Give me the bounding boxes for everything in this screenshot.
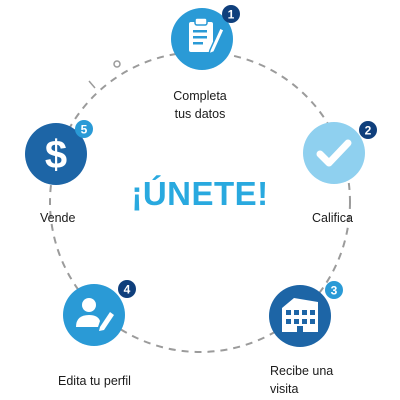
building-icon: [282, 298, 318, 332]
step-4-icon: 4: [62, 279, 136, 346]
step-1-label-line2: tus datos: [174, 107, 226, 121]
step-2-label-line1: Califica: [312, 211, 353, 225]
ring-node-dot: [113, 60, 121, 68]
step-5-label: Vende: [40, 209, 75, 227]
step-3-label-line2: visita: [270, 382, 299, 396]
step-2-icon: 2: [302, 118, 377, 184]
step-5-label-line1: Vende: [40, 211, 76, 225]
step-1-badge-number: 1: [228, 8, 235, 22]
step-3-icon: 3: [268, 280, 343, 347]
step-5-badge-number: 5: [81, 123, 88, 137]
ring-tick-mark: [88, 80, 96, 89]
step-2-label: Califica: [312, 209, 353, 227]
step-4-badge-number: 4: [124, 283, 131, 297]
center-title: ¡ÚNETE!: [131, 175, 269, 212]
step-2-badge-number: 2: [365, 124, 372, 138]
step-1-label-line1: Completa: [173, 89, 227, 103]
dollar-icon: $: [45, 133, 67, 177]
user-pencil-icon: [76, 298, 114, 331]
checkmark-icon: [316, 139, 352, 167]
step-4-label-line1: Edita tu perfil: [58, 374, 131, 388]
step-3-badge-number: 3: [331, 284, 338, 298]
step-3-label-line1: Recibe una: [270, 364, 334, 378]
step-1-icon: 1: [170, 4, 240, 70]
step-1-label: Completa tus datos: [150, 87, 250, 123]
step-3-label: Recibe una visita: [270, 362, 333, 398]
step-5-icon: $ 5: [24, 118, 93, 185]
step-4-label: Edita tu perfil: [58, 372, 131, 390]
clipboard-pencil-icon: [189, 17, 225, 56]
